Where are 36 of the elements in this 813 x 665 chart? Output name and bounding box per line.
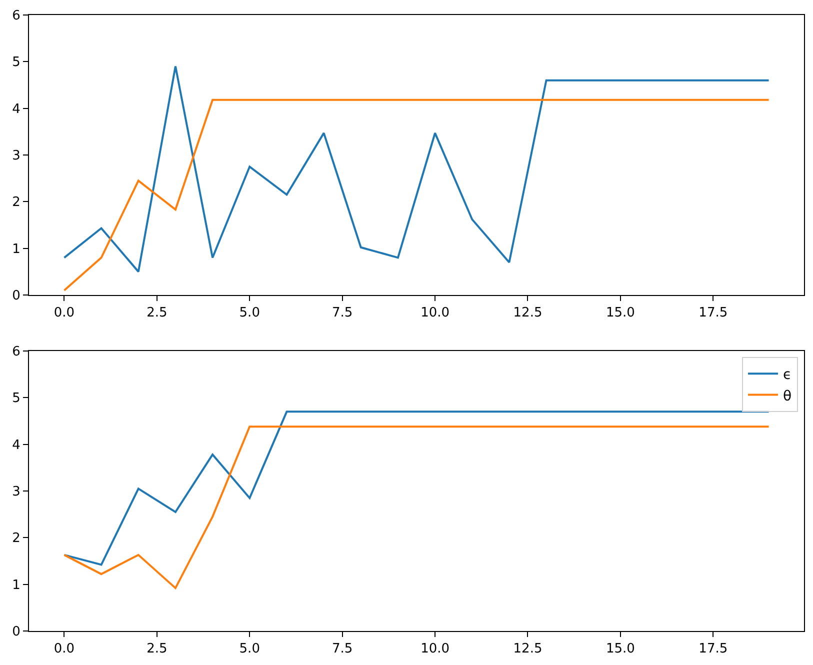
x-tick-label: 15.0 [606, 642, 635, 657]
y-tick-label: 2 [12, 531, 20, 546]
line-series [63, 426, 770, 590]
y-tick-label: 3 [12, 148, 20, 164]
x-tick-label: 2.5 [146, 642, 168, 657]
line-series [63, 410, 770, 566]
y-tick-label: 3 [12, 484, 20, 500]
x-tick-label: 5.0 [239, 306, 260, 321]
x-tick-label: 10.0 [420, 306, 450, 321]
x-tick-label: 0.0 [54, 306, 75, 321]
y-tick-label: 6 [12, 344, 20, 360]
x-tick-label: 17.5 [698, 642, 728, 657]
x-tick-label: 7.5 [332, 642, 353, 657]
x-tick-label: 12.5 [513, 642, 542, 657]
legend-label: ϵ [783, 367, 792, 384]
x-tick-label: 2.5 [146, 306, 168, 321]
y-tick-label: 1 [12, 242, 20, 257]
y-tick-label: 5 [12, 55, 20, 70]
x-tick-label: 17.5 [698, 306, 728, 321]
legend-label: θ [783, 388, 792, 404]
y-tick-label: 5 [12, 391, 20, 406]
y-tick-label: 2 [12, 195, 20, 210]
line-series [63, 65, 770, 273]
x-tick-label: 12.5 [513, 306, 542, 321]
line-series [63, 98, 770, 292]
y-tick-label: 4 [12, 438, 20, 453]
x-tick-label: 7.5 [332, 306, 353, 321]
y-tick-label: 0 [12, 624, 20, 640]
x-tick-label: 0.0 [54, 642, 75, 657]
y-tick-label: 1 [12, 578, 20, 593]
y-tick-label: 4 [12, 102, 20, 117]
y-tick-label: 0 [12, 288, 20, 304]
x-tick-label: 10.0 [420, 642, 450, 657]
x-tick-label: 5.0 [239, 642, 260, 657]
y-tick-label: 6 [12, 8, 20, 24]
x-tick-label: 15.0 [606, 306, 635, 321]
